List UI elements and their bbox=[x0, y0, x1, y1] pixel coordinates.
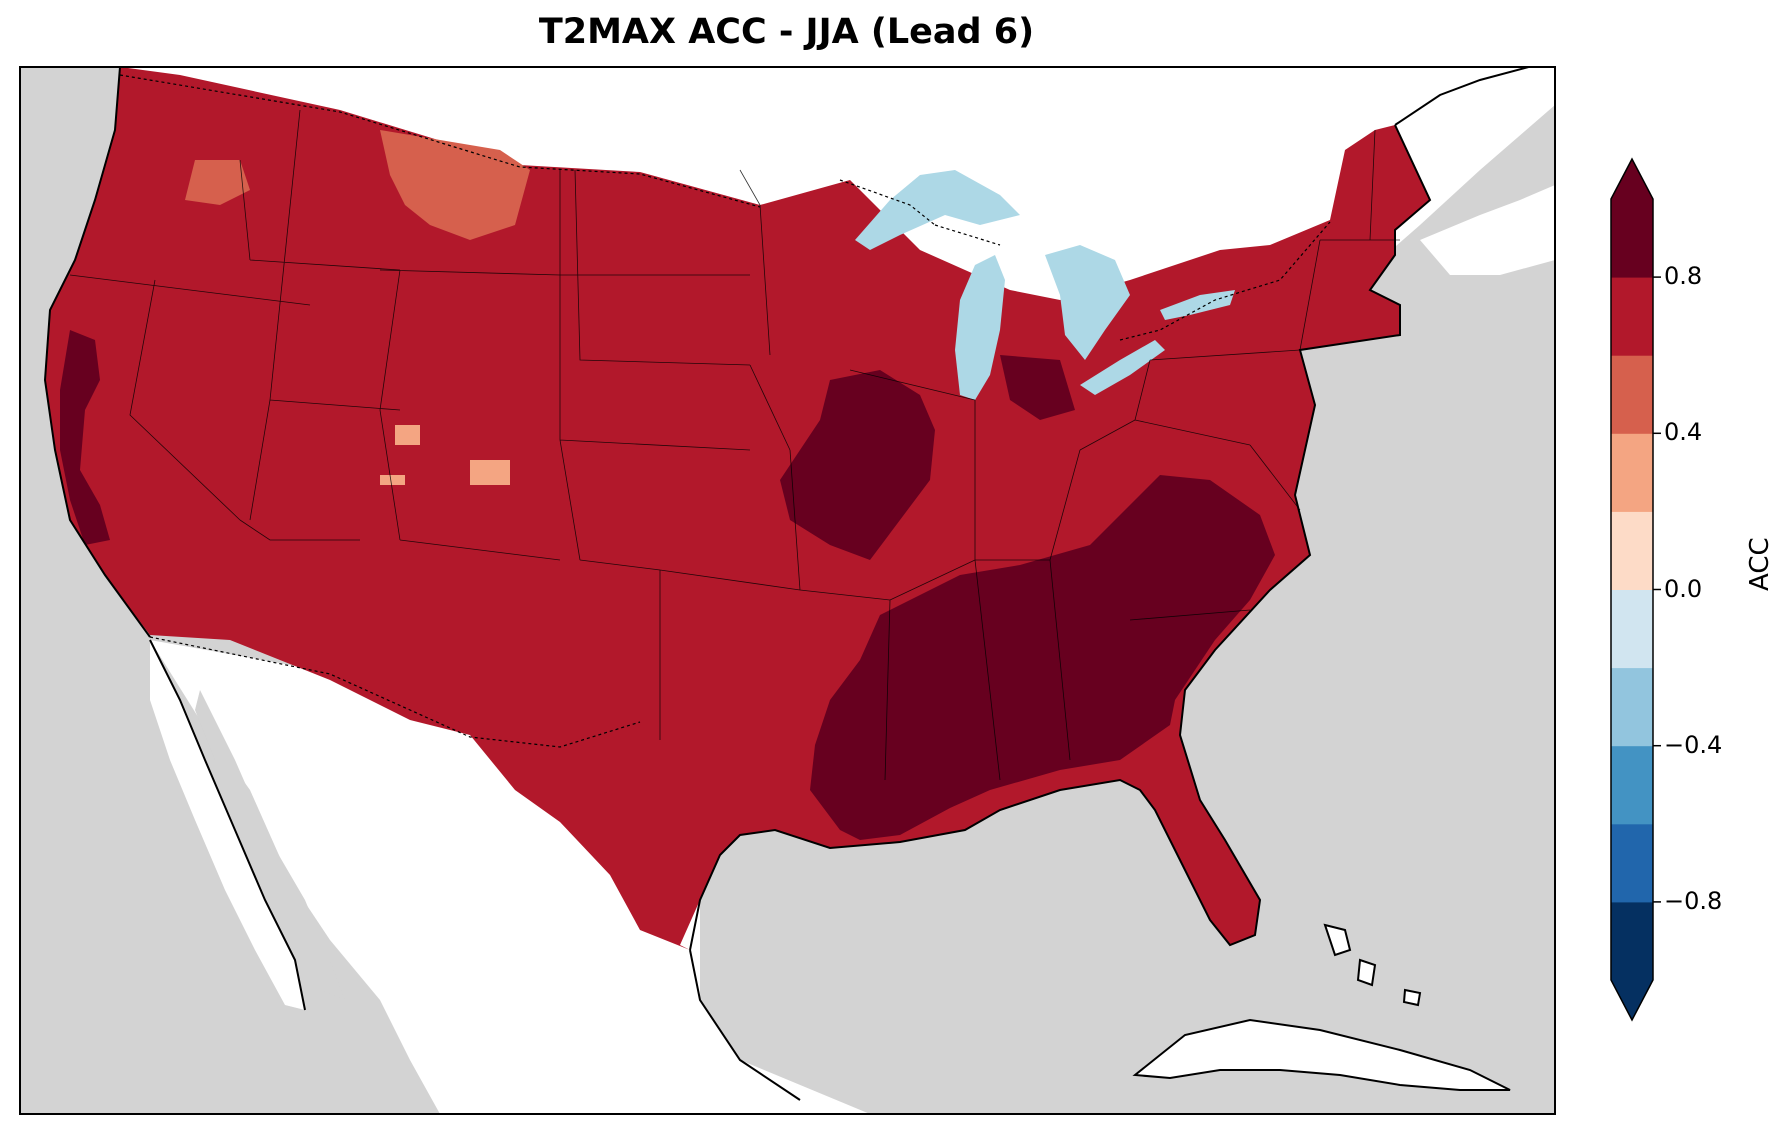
coastlines bbox=[43, 67, 1533, 1101]
colorbar-tick-label: −0.8 bbox=[1664, 886, 1723, 915]
colorbar-segment bbox=[1611, 823, 1653, 903]
acc-low-colorado-1 bbox=[395, 425, 420, 445]
map-area bbox=[20, 67, 1555, 1114]
colorbar-segment bbox=[1611, 589, 1653, 669]
acc-high-california bbox=[60, 330, 110, 545]
cuba-land bbox=[1132, 1018, 1511, 1091]
colorbar-extend-max bbox=[1611, 159, 1653, 199]
colorbar bbox=[1610, 157, 1661, 1022]
colorbar-outline bbox=[1610, 157, 1654, 1022]
colorbar-segment bbox=[1611, 901, 1653, 981]
baja-peninsula bbox=[150, 640, 305, 1010]
acc-high-ohio bbox=[1000, 355, 1075, 420]
colorbar-segment bbox=[1611, 511, 1653, 590]
colorbar-axis-label: ACC bbox=[1745, 537, 1775, 591]
acc-low-colorado-3 bbox=[470, 460, 510, 485]
lake-huron bbox=[1045, 245, 1130, 360]
maritimes-land bbox=[1420, 185, 1555, 275]
acc-high-midwest bbox=[780, 370, 935, 560]
state-borders bbox=[69, 109, 1400, 781]
colorbar-tick-label: 0.4 bbox=[1664, 418, 1703, 447]
acc-high-southeast bbox=[810, 475, 1275, 840]
mexico-land bbox=[150, 640, 870, 1114]
colorbar-extend-min bbox=[1611, 980, 1653, 1020]
lake-ontario bbox=[1160, 290, 1235, 320]
colorbar-segment bbox=[1611, 355, 1653, 434]
map-frame bbox=[19, 66, 1556, 1115]
colorbar-segment bbox=[1611, 277, 1653, 356]
colorbar-tick-label: 0.0 bbox=[1664, 574, 1703, 603]
colorbar-segment bbox=[1611, 199, 1653, 278]
map-title: T2MAX ACC - JJA (Lead 6) bbox=[538, 12, 1035, 52]
colorbar-tick-label: −0.4 bbox=[1664, 730, 1723, 759]
acc-mid-montana bbox=[380, 130, 530, 240]
bahamas-land bbox=[1323, 923, 1422, 1007]
colorbar-segment bbox=[1611, 433, 1653, 512]
country-borders bbox=[119, 74, 1331, 748]
acc-mid-washington bbox=[185, 160, 250, 205]
gulf-of-california bbox=[195, 690, 345, 1000]
colorbar-segment bbox=[1611, 745, 1653, 825]
acc-low-colorado-2 bbox=[380, 475, 405, 485]
lake-erie bbox=[1080, 340, 1165, 395]
colorbar-segment bbox=[1611, 667, 1653, 747]
lake-michigan bbox=[955, 255, 1005, 400]
colorbar-tick-label: 0.8 bbox=[1664, 262, 1703, 291]
lake-superior bbox=[855, 170, 1020, 250]
